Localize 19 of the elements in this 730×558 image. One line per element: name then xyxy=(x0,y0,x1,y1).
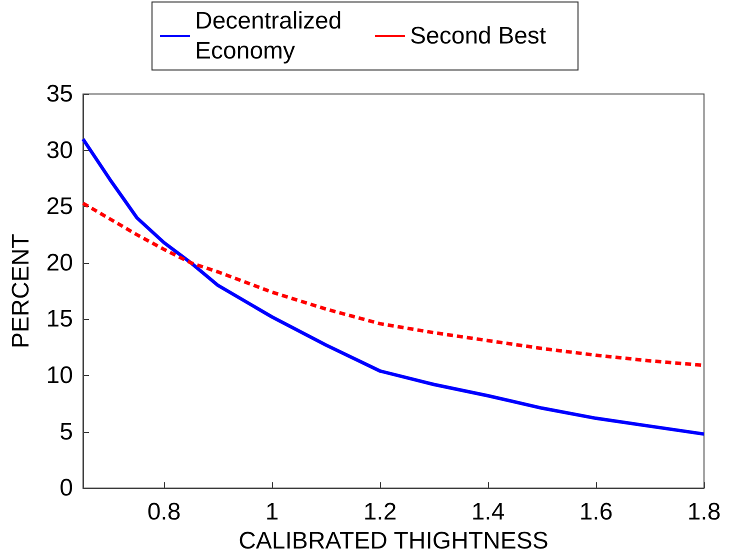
x-tick-label: 1 xyxy=(265,498,279,526)
x-tick-label: 1.6 xyxy=(579,498,613,526)
x-tick-label: 0.8 xyxy=(147,498,181,526)
x-tick-label: 1.4 xyxy=(471,498,505,526)
y-tick-label: 5 xyxy=(60,418,73,446)
x-tick-label: 1.2 xyxy=(363,498,397,526)
legend-label: Second Best xyxy=(410,22,546,50)
y-tick-label: 30 xyxy=(46,136,73,164)
y-tick-label: 35 xyxy=(46,80,73,108)
y-axis-title: PERCENT xyxy=(8,233,34,348)
x-axis-title: CALIBRATED THIGHTNESS xyxy=(238,528,548,554)
y-tick-label: 25 xyxy=(46,193,73,220)
y-tick-label: 15 xyxy=(46,306,73,333)
x-tick-label: 1.8 xyxy=(687,498,721,526)
y-tick-label: 10 xyxy=(46,362,73,389)
legend-label: Decentralized Economy xyxy=(195,8,348,64)
y-tick-label: 20 xyxy=(46,249,73,276)
line-series xyxy=(81,137,706,436)
y-tick-label: 0 xyxy=(60,474,73,502)
